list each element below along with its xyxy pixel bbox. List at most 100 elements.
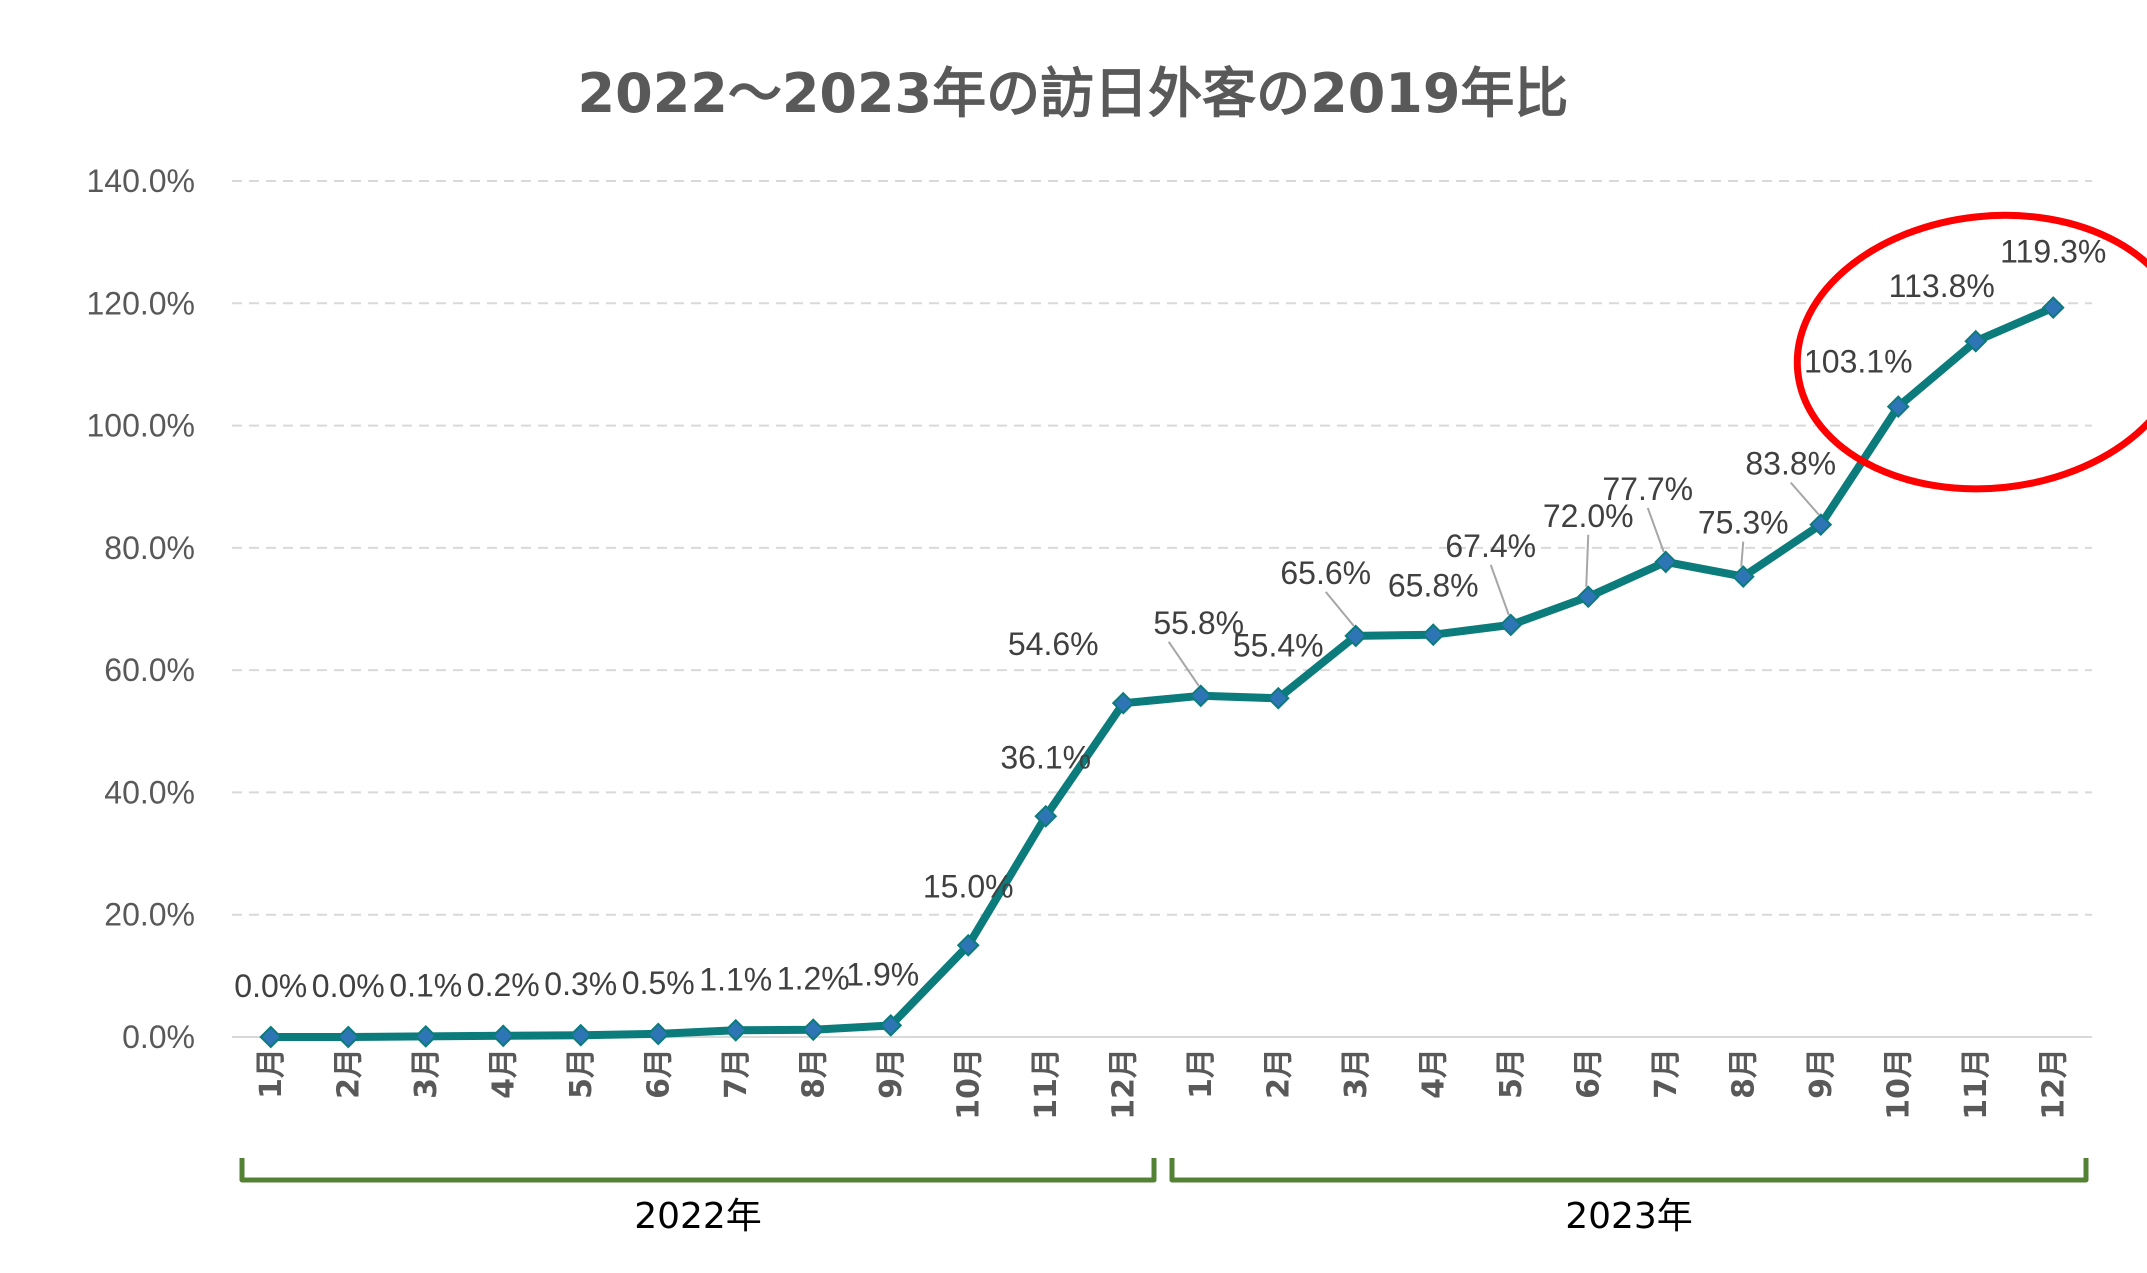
x-tick-label: 6月 [1571,1048,1606,1099]
year-group-label: 2023年 [1565,1196,1693,1237]
annotations [1793,211,2147,493]
grid-lines [232,180,2092,916]
data-point [1576,585,1600,609]
year-group-label: 2022年 [634,1196,762,1237]
leader-line [1324,591,1355,627]
leader-line [1585,534,1590,587]
y-tick-label: 60.0% [104,652,195,688]
data-label: 36.1% [1000,739,1091,775]
data-point [646,1022,670,1046]
data-label: 65.8% [1388,568,1479,604]
data-label: 65.6% [1280,555,1371,591]
data-point [2041,296,2065,319]
data-point [1189,684,1213,708]
leader-lines [1167,481,1820,687]
y-tick-label: 120.0% [86,285,195,321]
data-labels: 0.0% 0.0% 0.1% 0.2% 0.3% 0.5% 1.1% 1.2%1.9%15.0… [234,234,2106,1004]
y-axis: 0.0% 20.0% 40.0% 60.0% 80.0% 100.0% 120.0% 140.… [86,163,195,1055]
data-point [1809,513,1833,537]
data-point [724,1018,748,1042]
data-point [259,1025,283,1049]
x-tick-label: 8月 [796,1048,831,1099]
x-tick-label: 10月 [1881,1048,1916,1120]
x-tick-label: 10月 [951,1048,986,1120]
x-tick-label: 5月 [564,1048,599,1099]
leader-line [1740,541,1745,567]
x-tick-label: 7月 [1649,1048,1684,1099]
y-tick-label: 0.0% [122,1019,195,1055]
data-label: 0.0% [234,968,307,1004]
data-label: 1.1% [699,961,772,997]
x-tick-label: 3月 [409,1048,444,1099]
x-tick-label: 11月 [1959,1048,1994,1120]
data-point [1111,691,1135,715]
data-label: 54.6% [1008,626,1099,662]
data-label: 55.4% [1233,627,1324,663]
data-label: 119.3% [2000,234,2106,270]
data-point [956,933,980,957]
data-point [414,1024,438,1048]
y-tick-label: 40.0% [104,774,195,810]
y-tick-label: 80.0% [104,530,195,566]
data-point [491,1024,515,1048]
data-point [1344,624,1368,648]
y-tick-label: 140.0% [86,163,195,199]
leader-line [1789,481,1820,516]
data-point [336,1025,360,1049]
year-groups: 2022年 2023年 [239,1158,2089,1237]
data-label: 55.8% [1153,605,1244,641]
x-tick-label: 9月 [874,1048,909,1099]
x-tick-label: 2月 [1261,1048,1296,1099]
y-tick-label: 100.0% [86,408,195,444]
data-label: 83.8% [1745,446,1836,482]
year-bracket [1169,1158,2089,1183]
data-label: 0.1% [389,967,462,1003]
series-line [266,303,2058,1041]
data-point [1964,329,1988,353]
leader-line [1489,564,1510,616]
leader-line [1646,507,1665,553]
x-tick-label: 7月 [719,1048,754,1099]
data-point [569,1023,593,1047]
x-tick-label: 1月 [254,1048,289,1099]
data-label: 0.0% [312,968,385,1004]
x-tick-label: 2月 [331,1048,366,1099]
highlight-ellipse [1793,211,2147,493]
data-point [1499,613,1523,637]
data-point [1034,804,1058,828]
data-label: 75.3% [1698,505,1789,541]
data-label: 67.4% [1445,528,1536,564]
data-label: 0.5% [622,965,695,1001]
data-point [1654,550,1678,574]
x-tick-label: 6月 [641,1048,676,1099]
y-tick-label: 20.0% [104,897,195,933]
chart-title: 2022〜2023年の訪日外客の2019年比 [578,62,1569,125]
x-tick-label: 1月 [1184,1048,1219,1099]
leader-line [1167,641,1200,687]
data-point [1886,395,1910,419]
x-tick-label: 8月 [1726,1048,1761,1099]
data-label: 72.0% [1543,498,1634,534]
x-tick-label: 5月 [1494,1048,1529,1099]
data-point [801,1018,825,1042]
data-point [1421,623,1445,647]
data-point [879,1013,903,1037]
data-label: 1.9% [846,956,919,992]
x-tick-label: 12月 [2036,1048,2071,1120]
data-label: 15.0% [923,868,1014,904]
x-tick-label: 9月 [1804,1048,1839,1099]
x-axis: 1月 2月 3月 4月 5月 6月 7月 8月 9月 10月 11月 12月 1月 2月 3月 4月 5月 6月 7… [232,1036,2092,1120]
data-point [1266,686,1290,710]
data-label: 0.2% [467,967,540,1003]
x-tick-label: 4月 [486,1048,521,1099]
x-tick-label: 3月 [1339,1048,1374,1099]
x-tick-label: 4月 [1416,1048,1451,1099]
x-tick-label: 11月 [1029,1048,1064,1120]
data-label: 1.2% [777,961,850,997]
data-point [1731,565,1755,589]
x-tick-label: 12月 [1106,1048,1141,1120]
year-bracket [239,1158,1157,1183]
data-series [259,296,2065,1049]
data-label: 113.8% [1889,268,1995,304]
